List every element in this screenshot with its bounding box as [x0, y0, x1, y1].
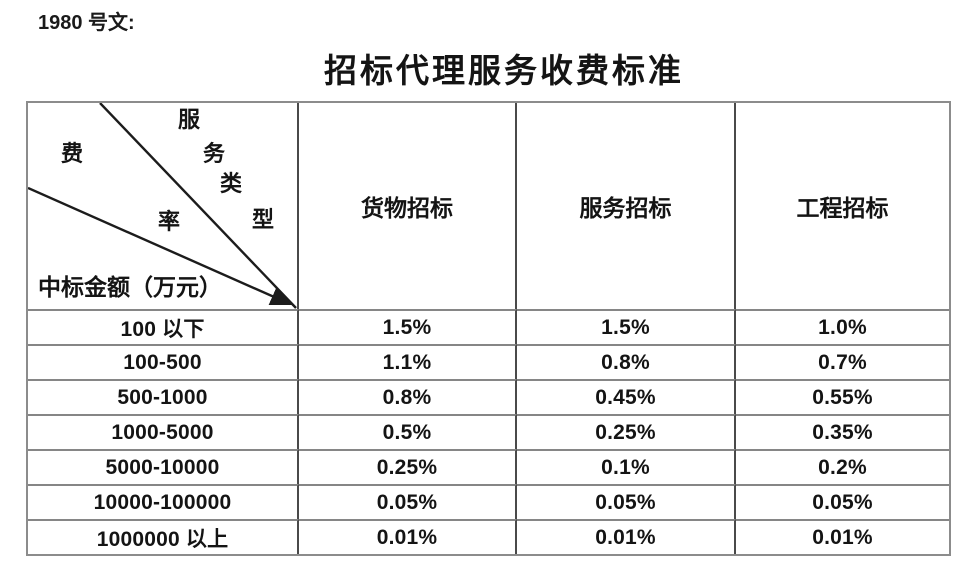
rate-cell: 0.8% [517, 344, 736, 379]
column-header-engineering: 工程招标 [796, 196, 889, 221]
corner-rate-char: 率 [158, 209, 181, 234]
rate-cell: 0.05% [517, 484, 736, 519]
rate-cell: 0.1% [517, 449, 736, 484]
amount-range-cell: 5000-10000 [28, 449, 299, 484]
corner-type-char: 服 [178, 107, 201, 132]
corner-type-char: 类 [220, 171, 243, 196]
amount-range-cell: 500-1000 [28, 379, 299, 414]
rate-cell: 0.45% [517, 379, 736, 414]
rate-cell: 1.0% [736, 309, 949, 344]
table-corner-cell: 服 务 类 型 费 率 中标金额（万元） [28, 103, 299, 309]
column-header-services: 服务招标 [517, 103, 736, 309]
rate-cell: 0.2% [736, 449, 949, 484]
doc-number: 1980 号文: [38, 12, 135, 34]
rate-cell: 0.01% [736, 519, 949, 554]
rate-cell: 0.01% [517, 519, 736, 554]
amount-range-cell: 1000-5000 [28, 414, 299, 449]
rate-cell: 0.25% [299, 449, 517, 484]
corner-type-char: 型 [252, 207, 275, 232]
amount-range-cell: 100-500 [28, 344, 299, 379]
rate-cell: 0.5% [299, 414, 517, 449]
fee-table: 服 务 类 型 费 率 中标金额（万元） 货物招标 服务招标 工程招标 100 … [26, 101, 951, 556]
rate-cell: 0.05% [299, 484, 517, 519]
title-wrap: 招标代理服务收费标准 [16, 44, 976, 92]
corner-rate-char: 费 [61, 141, 84, 166]
rate-cell: 1.5% [517, 309, 736, 344]
diagonal-divider-lines [28, 103, 297, 309]
amount-range-cell: 100 以下 [28, 309, 299, 344]
corner-type-char: 务 [203, 141, 226, 166]
rate-cell: 0.35% [736, 414, 949, 449]
rate-cell: 0.7% [736, 344, 949, 379]
amount-range-cell: 1000000 以上 [28, 519, 299, 554]
rate-cell: 0.55% [736, 379, 949, 414]
rate-cell: 0.01% [299, 519, 517, 554]
rate-cell: 1.1% [299, 344, 517, 379]
rate-cell: 0.25% [517, 414, 736, 449]
rate-cell: 1.5% [299, 309, 517, 344]
page-title: 招标代理服务收费标准 [324, 54, 684, 90]
amount-range-cell: 10000-100000 [28, 484, 299, 519]
rate-cell: 0.8% [299, 379, 517, 414]
corner-amount-label: 中标金额（万元） [38, 275, 222, 300]
column-header-goods: 货物招标 [299, 103, 517, 309]
rate-cell: 0.05% [736, 484, 949, 519]
